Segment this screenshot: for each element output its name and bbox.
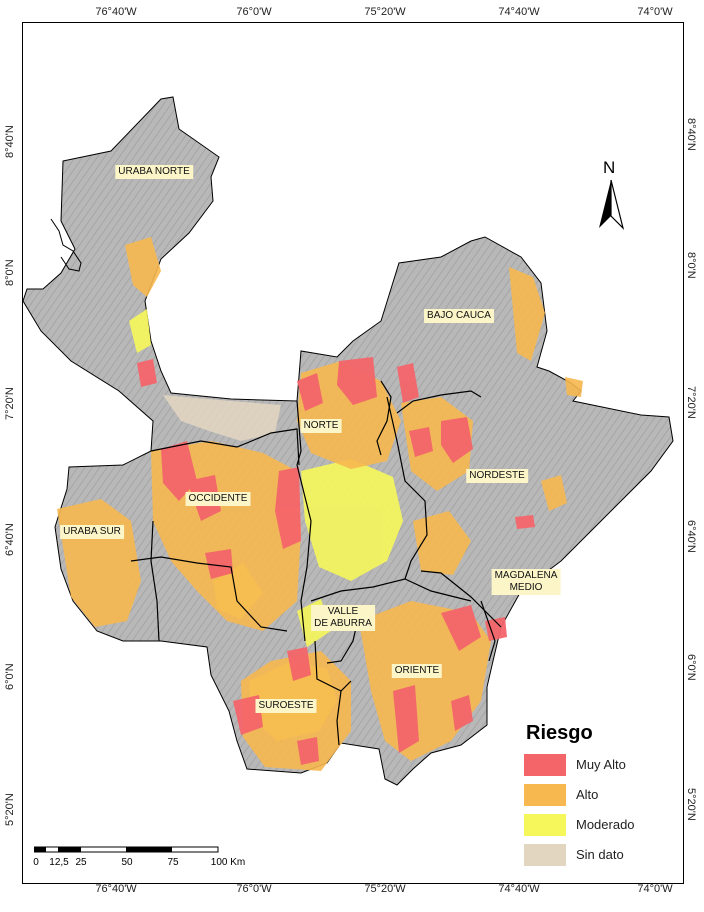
legend: Riesgo Muy Alto Alto Moderado Sin dato	[514, 718, 674, 876]
scale-tick-75: 75	[167, 857, 179, 868]
coastline-detail	[50, 218, 82, 272]
lon-tick-top-b: 76°0'W	[236, 6, 272, 18]
lon-tick-bottom-2: 76°0'W	[236, 883, 272, 895]
region-label-nordeste: NORDESTE	[466, 469, 528, 483]
scale-tick-100: 100 Km	[210, 857, 246, 868]
region-label-bajo-cauca: BAJO CAUCA	[424, 309, 494, 323]
subregion-boundaries	[130, 380, 502, 746]
legend-label-moderado: Moderado	[576, 817, 635, 832]
region-label-uraba-sur: URABA SUR	[60, 525, 124, 539]
legend-label-sin-dato: Sin dato	[576, 847, 624, 862]
region-label-valle-aburra: VALLE DE ABURRA	[311, 605, 375, 631]
region-label-valle-aburra-line2: DE ABURRA	[314, 618, 372, 629]
north-arrow: N	[593, 158, 629, 232]
lat-tick-right-6: 5°20'N	[685, 788, 697, 821]
lat-tick-left-2: 8°0'N	[4, 259, 16, 286]
scale-bar: 0 12,5 25 50 75 100 Km	[33, 845, 254, 873]
legend-swatch-alto	[524, 784, 566, 806]
north-arrow-icon	[599, 179, 625, 230]
region-label-norte: NORTE	[300, 419, 342, 433]
scale-tick-12-5: 12,5	[49, 857, 69, 868]
scale-tick-0: 0	[33, 857, 39, 868]
risk-muy-alto-zones	[137, 357, 535, 765]
lat-tick-left-5: 6°0'N	[4, 663, 16, 690]
lon-tick-bottom-1: 76°40'W	[95, 883, 137, 895]
lon-tick-top-c: 75°20'W	[364, 6, 406, 18]
map-frame: /* placeholder to keep svg valid */	[22, 22, 684, 884]
map-canvas: /* placeholder to keep svg valid */	[23, 96, 674, 786]
lat-tick-right-2: 8°0'N	[685, 252, 697, 279]
legend-swatch-muy-alto	[524, 754, 566, 776]
legend-label-muy-alto: Muy Alto	[576, 757, 626, 772]
lat-tick-right-3: 7°20'N	[685, 386, 697, 419]
region-label-magdalena-medio: MAGDALENA MEDIO	[491, 569, 561, 595]
legend-swatch-moderado	[524, 814, 566, 836]
region-label-valle-aburra-line1: VALLE	[327, 606, 359, 617]
lon-tick-bottom-5: 74°0'W	[637, 883, 673, 895]
scale-tick-50: 50	[121, 857, 133, 868]
region-label-oriente: ORIENTE	[391, 664, 443, 678]
scale-bar-graphic	[34, 846, 219, 853]
lat-tick-left-3: 7°20'N	[4, 387, 16, 420]
lon-tick-top-d: 74°40'W	[498, 6, 540, 18]
lon-tick-top-e: 74°0'W	[637, 6, 673, 18]
region-label-uraba-norte: URABA NORTE	[115, 165, 193, 179]
lon-tick-bottom-4: 74°40'W	[498, 883, 540, 895]
legend-label-alto: Alto	[576, 787, 599, 802]
lon-tick-top-a: 76°40'W	[95, 6, 137, 18]
lat-tick-left-1: 8°40'N	[4, 125, 16, 158]
lat-tick-left-4: 6°40'N	[4, 523, 16, 556]
legend-swatch-sin-dato	[524, 844, 566, 866]
north-arrow-letter: N	[603, 158, 616, 177]
legend-title: Riesgo	[526, 722, 593, 744]
lat-tick-right-5: 6°0'N	[685, 654, 697, 681]
scale-tick-25: 25	[75, 857, 87, 868]
region-label-magdalena-medio-line2: MEDIO	[509, 582, 543, 593]
lat-tick-left-6: 5°20'N	[4, 793, 16, 826]
lat-tick-right-1: 8°40'N	[685, 118, 697, 151]
region-label-occidente: OCCIDENTE	[185, 492, 251, 506]
region-label-suroeste: SUROESTE	[255, 699, 317, 713]
lat-tick-right-4: 6°40'N	[685, 520, 697, 553]
region-label-magdalena-medio-line1: MAGDALENA	[494, 570, 558, 581]
lon-tick-bottom-3: 75°20'W	[364, 883, 406, 895]
sin-dato-zone	[163, 395, 281, 441]
